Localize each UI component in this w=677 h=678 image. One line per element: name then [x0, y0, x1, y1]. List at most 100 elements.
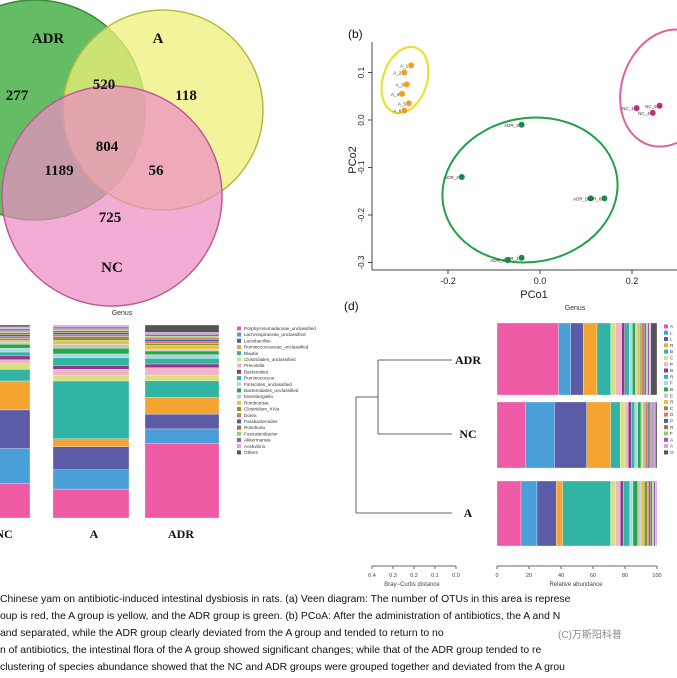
- genus-c-segment-a: [52, 357, 130, 366]
- tree-axis-tick-label: 0.0: [452, 573, 460, 579]
- abundance-segment-nc: [637, 401, 642, 469]
- cluster-label-a: A: [464, 506, 473, 520]
- genus-c-segment-nc: [0, 344, 31, 349]
- genus-c-segment-nc: [0, 369, 31, 382]
- abundance-segment-nc: [642, 401, 645, 469]
- pcoa-point-label: A_4: [391, 92, 400, 97]
- genus-c-segment-adr: [144, 397, 220, 415]
- venn-set-label-a: A: [153, 31, 164, 47]
- genus-c-segment-nc: [0, 328, 31, 331]
- genus-c-segment-nc: [0, 332, 31, 335]
- abundance-segment-adr: [644, 322, 647, 396]
- genus-c-legend-swatch: [237, 413, 241, 418]
- pcoa-panel: (b) -0.2 0.0 0.2 0.1 0.0 -0.1 -0.2 -0.3 PCo1 PC…: [347, 27, 677, 301]
- abundance-segment-adr: [583, 322, 598, 396]
- pcoa-point-a_3: [403, 81, 410, 88]
- pcoa-point-adr_4: [504, 257, 511, 264]
- genus-c-legend: Porphyromonadaceae_unclassifiedLachnospi…: [237, 326, 316, 455]
- abundance-segment-nc: [650, 401, 653, 469]
- abundance-segment-nc: [645, 401, 648, 469]
- tree-axis-tick-label: 0.3: [389, 573, 397, 579]
- abundance-bars: [496, 322, 658, 547]
- genus-c-segment-a: [52, 353, 130, 358]
- abundance-segment-nc: [525, 401, 555, 469]
- genus-c-segment-adr: [144, 374, 220, 381]
- abundance-segment-adr: [636, 322, 641, 396]
- genus-c-segment-adr: [144, 363, 220, 368]
- abundance-segment-adr: [632, 322, 636, 396]
- abundance-segment-a: [648, 480, 651, 547]
- tree-axis-tick-label: 0.4: [368, 573, 376, 579]
- genus-c-segment-adr: [144, 345, 220, 350]
- venn-diagram: ADR A NC 277 118 520 804 1189 56 725: [0, 0, 264, 307]
- abundance-legend-swatch: [664, 355, 668, 360]
- pcoa-y-tick-label: -0.2: [357, 208, 366, 222]
- pcoa-point-label: A_6: [393, 109, 402, 114]
- abundance-segment-adr: [610, 322, 616, 396]
- genus-c-segment-adr: [144, 350, 220, 355]
- pcoa-y-tick-label: -0.1: [357, 160, 366, 174]
- genus-c-segment-adr: [144, 343, 220, 346]
- genus-c-xlabel-adr: ADR: [168, 527, 194, 541]
- genus-c-segment-nc: [0, 334, 31, 337]
- abundance-legend-label: F: [670, 381, 673, 386]
- genus-c-legend-label: Ruminococcus: [244, 376, 275, 381]
- pcoa-point-label: NC_4: [638, 111, 650, 116]
- abundance-segment-nc: [620, 401, 626, 469]
- abundance-legend-label: B: [670, 349, 673, 354]
- cluster-label-adr: ADR: [455, 353, 481, 367]
- abundance-segment-a: [653, 480, 656, 547]
- genus-c-legend-swatch: [237, 363, 241, 368]
- cluster-title: Genus: [565, 305, 586, 312]
- abundance-segment-nc: [496, 401, 526, 469]
- genus-c-legend-label: Eisenbergiella: [244, 394, 273, 399]
- venn-count-all: 804: [96, 139, 119, 155]
- genus-c-legend-label: Others: [244, 450, 258, 455]
- abundance-segment-adr: [641, 322, 644, 396]
- abundance-legend-label: F: [670, 431, 673, 436]
- genus-c-segment-a: [52, 336, 130, 341]
- pcoa-point-a_1: [408, 62, 415, 69]
- pcoa-point-nc_1: [633, 105, 640, 112]
- abundance-legend-label: P: [670, 362, 673, 367]
- pcoa-point-label: ADR_3: [504, 123, 519, 128]
- genus-c-segment-adr: [144, 358, 220, 365]
- pcoa-ellipse-a: [380, 45, 430, 115]
- pcoa-point-label: ADR_5: [573, 196, 588, 201]
- cluster-panel: (d) Genus ADR NC A 0.4 0.3 0.2 0.1 0.0 Bray−…: [344, 299, 674, 588]
- abundance-segment-nc: [554, 401, 587, 469]
- abundance-segment-adr: [639, 322, 642, 396]
- abundance-axis-tick-label: 100: [652, 573, 661, 579]
- abundance-segment-adr: [647, 322, 650, 396]
- venn-count-adr-a: 520: [93, 77, 116, 93]
- abundance-segment-a: [632, 480, 638, 547]
- abundance-segment-adr: [496, 322, 559, 396]
- abundance-segment-nc: [652, 401, 654, 469]
- genus-c-segment-a: [52, 344, 130, 349]
- abundance-legend-swatch: [664, 406, 668, 411]
- abundance-segment-a: [610, 480, 616, 547]
- pcoa-point-adr_3: [518, 121, 525, 128]
- genus-c-legend-swatch: [237, 450, 241, 455]
- genus-c-legend-label: Bacteroides: [244, 369, 269, 374]
- genus-c-segment-a: [52, 324, 130, 328]
- dendrogram: [355, 359, 452, 514]
- genus-c-legend-swatch: [237, 444, 241, 449]
- abundance-segment-nc: [653, 401, 656, 469]
- abundance-segment-a: [637, 480, 642, 547]
- genus-c-legend-swatch: [237, 351, 241, 356]
- abundance-legend-label: C: [670, 406, 674, 411]
- abundance-axis-tick-label: 40: [558, 573, 564, 579]
- abundance-legend-swatch: [664, 431, 668, 436]
- abundance-legend-label: A: [670, 444, 674, 449]
- venn-count-a-only: 118: [175, 88, 197, 104]
- panel-label-b: (b): [348, 27, 363, 41]
- abundance-segment-adr: [621, 322, 625, 396]
- abundance-axis-tick-label: 80: [622, 573, 628, 579]
- abundance-segment-nc: [644, 401, 646, 469]
- genus-c-legend-label: Bacteroidales_unclassified: [244, 388, 299, 393]
- pcoa-point-adr_5: [587, 195, 594, 202]
- genus-c-segment-nc: [0, 338, 31, 341]
- abundance-segment-adr: [570, 322, 584, 396]
- genus-c-legend-swatch: [237, 357, 241, 362]
